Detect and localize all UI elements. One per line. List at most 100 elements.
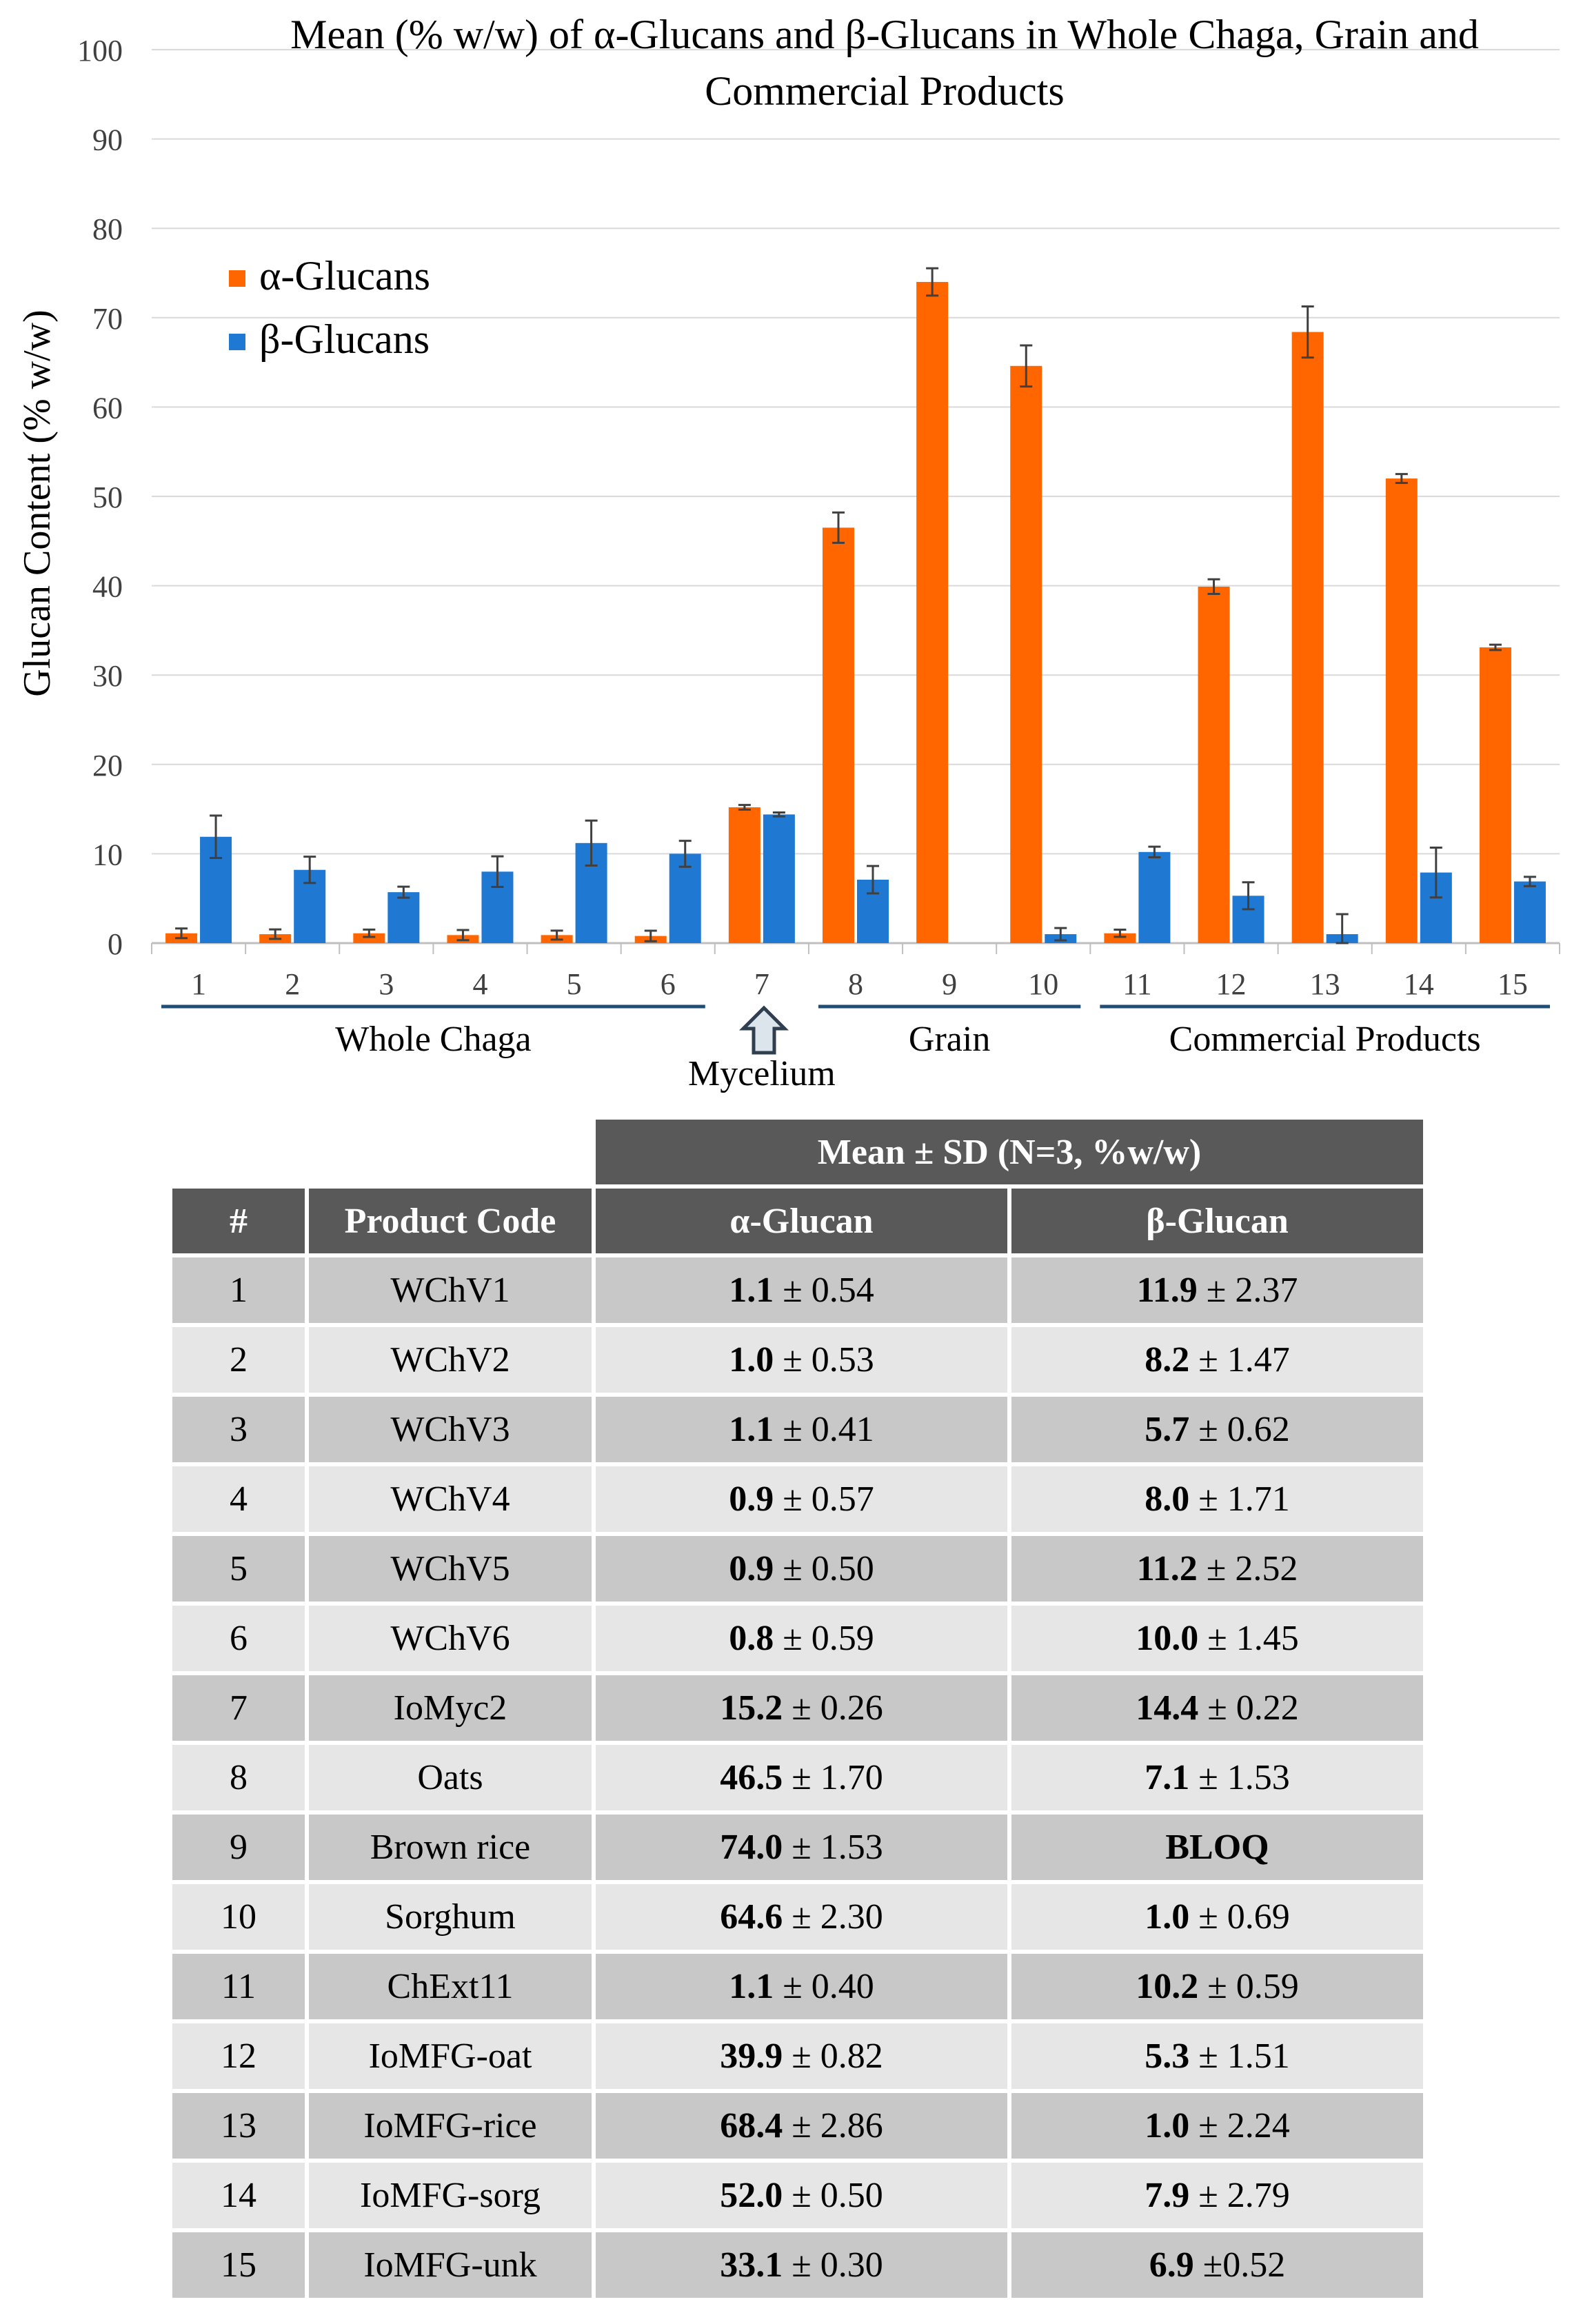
cell-product-code: IoMFG-oat — [309, 2023, 592, 2089]
cell-alpha-glucan: 15.2 ± 0.26 — [596, 1675, 1007, 1741]
alpha-mean: 68.4 — [720, 2106, 783, 2145]
alpha-mean: 1.0 — [729, 1340, 774, 1380]
group-label: Commercial Products — [1169, 1020, 1481, 1059]
table-row: 11 ChExt11 1.1 ± 0.40 10.2 ± 0.59 — [172, 1954, 1423, 2019]
cell-product-code: IoMFG-sorg — [309, 2163, 592, 2228]
cell-number: 7 — [172, 1675, 305, 1741]
beta-mean: 5.7 — [1145, 1410, 1190, 1449]
error-bar — [550, 929, 563, 941]
table-group-header: Mean ± SD (N=3, %w/w) — [596, 1120, 1423, 1184]
error-bar — [363, 928, 376, 938]
x-tick-label: 14 — [1404, 967, 1434, 1001]
cell-product-code: IoMFG-rice — [309, 2093, 592, 2159]
header-alpha-glucan: α-Glucan — [596, 1189, 1007, 1253]
alpha-sd: ± 0.40 — [774, 1967, 874, 2006]
alpha-sd: ± 0.82 — [783, 2037, 883, 2076]
cell-beta-glucan: 11.2 ± 2.52 — [1011, 1536, 1423, 1601]
error-bar — [1336, 913, 1349, 944]
cell-number: 1 — [172, 1257, 305, 1323]
glucan-table: Mean ± SD (N=3, %w/w) # Product Code α-G… — [168, 1115, 1427, 2302]
cell-number: 15 — [172, 2232, 305, 2298]
header-beta-glucan: β-Glucan — [1011, 1189, 1423, 1253]
cell-alpha-glucan: 1.0 ± 0.53 — [596, 1327, 1007, 1393]
cell-number: 13 — [172, 2093, 305, 2159]
cell-beta-glucan: 8.0 ± 1.71 — [1011, 1466, 1423, 1532]
beta-sd: ± 1.45 — [1198, 1619, 1299, 1658]
beta-sd: ± 2.52 — [1197, 1549, 1298, 1588]
cell-beta-glucan: 10.0 ± 1.45 — [1011, 1606, 1423, 1671]
y-tick-label: 90 — [92, 123, 123, 157]
y-tick-label: 40 — [92, 570, 123, 604]
cell-alpha-glucan: 1.1 ± 0.40 — [596, 1954, 1007, 2019]
beta-mean: 7.9 — [1145, 2176, 1190, 2215]
table-row: 2 WChV2 1.0 ± 0.53 8.2 ± 1.47 — [172, 1327, 1423, 1393]
x-tick-label: 12 — [1216, 967, 1247, 1001]
x-tick-labels: 1 2 3 4 5 6 7 8 9 10 11 12 13 14 15 — [151, 943, 1560, 1001]
error-bar — [678, 840, 692, 868]
cell-number: 3 — [172, 1397, 305, 1462]
x-tick-label: 2 — [285, 967, 300, 1001]
alpha-mean: 64.6 — [720, 1897, 783, 1937]
beta-sd: ± 0.62 — [1189, 1410, 1290, 1449]
beta-mean: 10.0 — [1136, 1619, 1199, 1658]
cell-beta-glucan: 8.2 ± 1.47 — [1011, 1327, 1423, 1393]
y-tick-label: 100 — [77, 34, 123, 68]
beta-mean: 8.2 — [1145, 1340, 1190, 1380]
alpha-sd: ± 0.30 — [783, 2245, 883, 2285]
error-bar — [832, 511, 845, 544]
alpha-sd: ± 0.50 — [783, 2176, 883, 2215]
alpha-mean: 0.9 — [729, 1479, 774, 1519]
beta-sd: ±0.52 — [1193, 2245, 1286, 2285]
x-tick-label: 11 — [1122, 967, 1151, 1001]
table-row: 15 IoMFG-unk 33.1 ± 0.30 6.9 ±0.52 — [172, 2232, 1423, 2298]
y-tick-label: 60 — [92, 391, 123, 425]
chart-title-line1: Mean (% w/w) of α-Glucans and β-Glucans … — [290, 12, 1479, 57]
y-tick-label: 10 — [92, 838, 123, 871]
cell-number: 2 — [172, 1327, 305, 1393]
beta-sd: ± 1.53 — [1189, 1758, 1290, 1797]
cell-number: 4 — [172, 1466, 305, 1532]
table-row: 5 WChV5 0.9 ± 0.50 11.2 ± 2.52 — [172, 1536, 1423, 1601]
alpha-sd: ± 0.50 — [774, 1549, 874, 1588]
alpha-glucan-bar-11 — [1104, 933, 1136, 943]
alpha-glucan-bar-7 — [728, 807, 760, 943]
cell-alpha-glucan: 64.6 ± 2.30 — [596, 1884, 1007, 1950]
beta-mean: 1.0 — [1145, 1897, 1190, 1937]
error-bar — [926, 267, 939, 297]
alpha-mean: 0.8 — [729, 1619, 774, 1658]
alpha-mean: 46.5 — [720, 1758, 783, 1797]
cell-beta-glucan: 5.7 ± 0.62 — [1011, 1397, 1423, 1462]
cell-product-code: WChV2 — [309, 1327, 592, 1393]
alpha-mean: 1.1 — [729, 1410, 774, 1449]
y-tick-label: 70 — [92, 302, 123, 336]
table-row: 9 Brown rice 74.0 ± 1.53 BLOQ — [172, 1815, 1423, 1880]
beta-sd: ± 2.24 — [1189, 2106, 1290, 2145]
legend-label-alpha: α-Glucans — [259, 253, 430, 299]
cell-product-code: WChV3 — [309, 1397, 592, 1462]
y-axis-label: Glucan Content (% w/w) — [16, 310, 59, 696]
legend-label-beta: β-Glucans — [259, 316, 430, 362]
alpha-sd: ± 0.41 — [774, 1410, 874, 1449]
beta-glucan-bar-11 — [1138, 851, 1171, 943]
table-body: 1 WChV1 1.1 ± 0.54 11.9 ± 2.37 2 WChV2 1… — [172, 1257, 1423, 2298]
error-bar — [269, 928, 282, 940]
cell-alpha-glucan: 39.9 ± 0.82 — [596, 2023, 1007, 2089]
group-labels: Whole Chaga Mycelium Grain Commercial Produ… — [161, 1004, 1550, 1093]
x-tick-label: 13 — [1310, 967, 1340, 1001]
alpha-sd: ± 2.86 — [783, 2106, 883, 2145]
table-row: 12 IoMFG-oat 39.9 ± 0.82 5.3 ± 1.51 — [172, 2023, 1423, 2089]
beta-sd: ± 1.51 — [1189, 2037, 1290, 2076]
beta-mean: 7.1 — [1145, 1758, 1190, 1797]
error-bar — [644, 929, 657, 942]
y-tick-label: 20 — [92, 749, 123, 782]
cell-alpha-glucan: 33.1 ± 0.30 — [596, 2232, 1007, 2298]
cell-product-code: Oats — [309, 1745, 592, 1810]
table-row: 1 WChV1 1.1 ± 0.54 11.9 ± 2.37 — [172, 1257, 1423, 1323]
alpha-sd: ± 0.57 — [774, 1479, 874, 1519]
error-bar — [1114, 929, 1127, 938]
alpha-glucan-bar-8 — [823, 527, 854, 943]
table-row: 6 WChV6 0.8 ± 0.59 10.0 ± 1.45 — [172, 1606, 1423, 1671]
table-row: 3 WChV3 1.1 ± 0.41 5.7 ± 0.62 — [172, 1397, 1423, 1462]
cell-beta-glucan: 10.2 ± 0.59 — [1011, 1954, 1423, 2019]
error-bar — [397, 885, 410, 899]
